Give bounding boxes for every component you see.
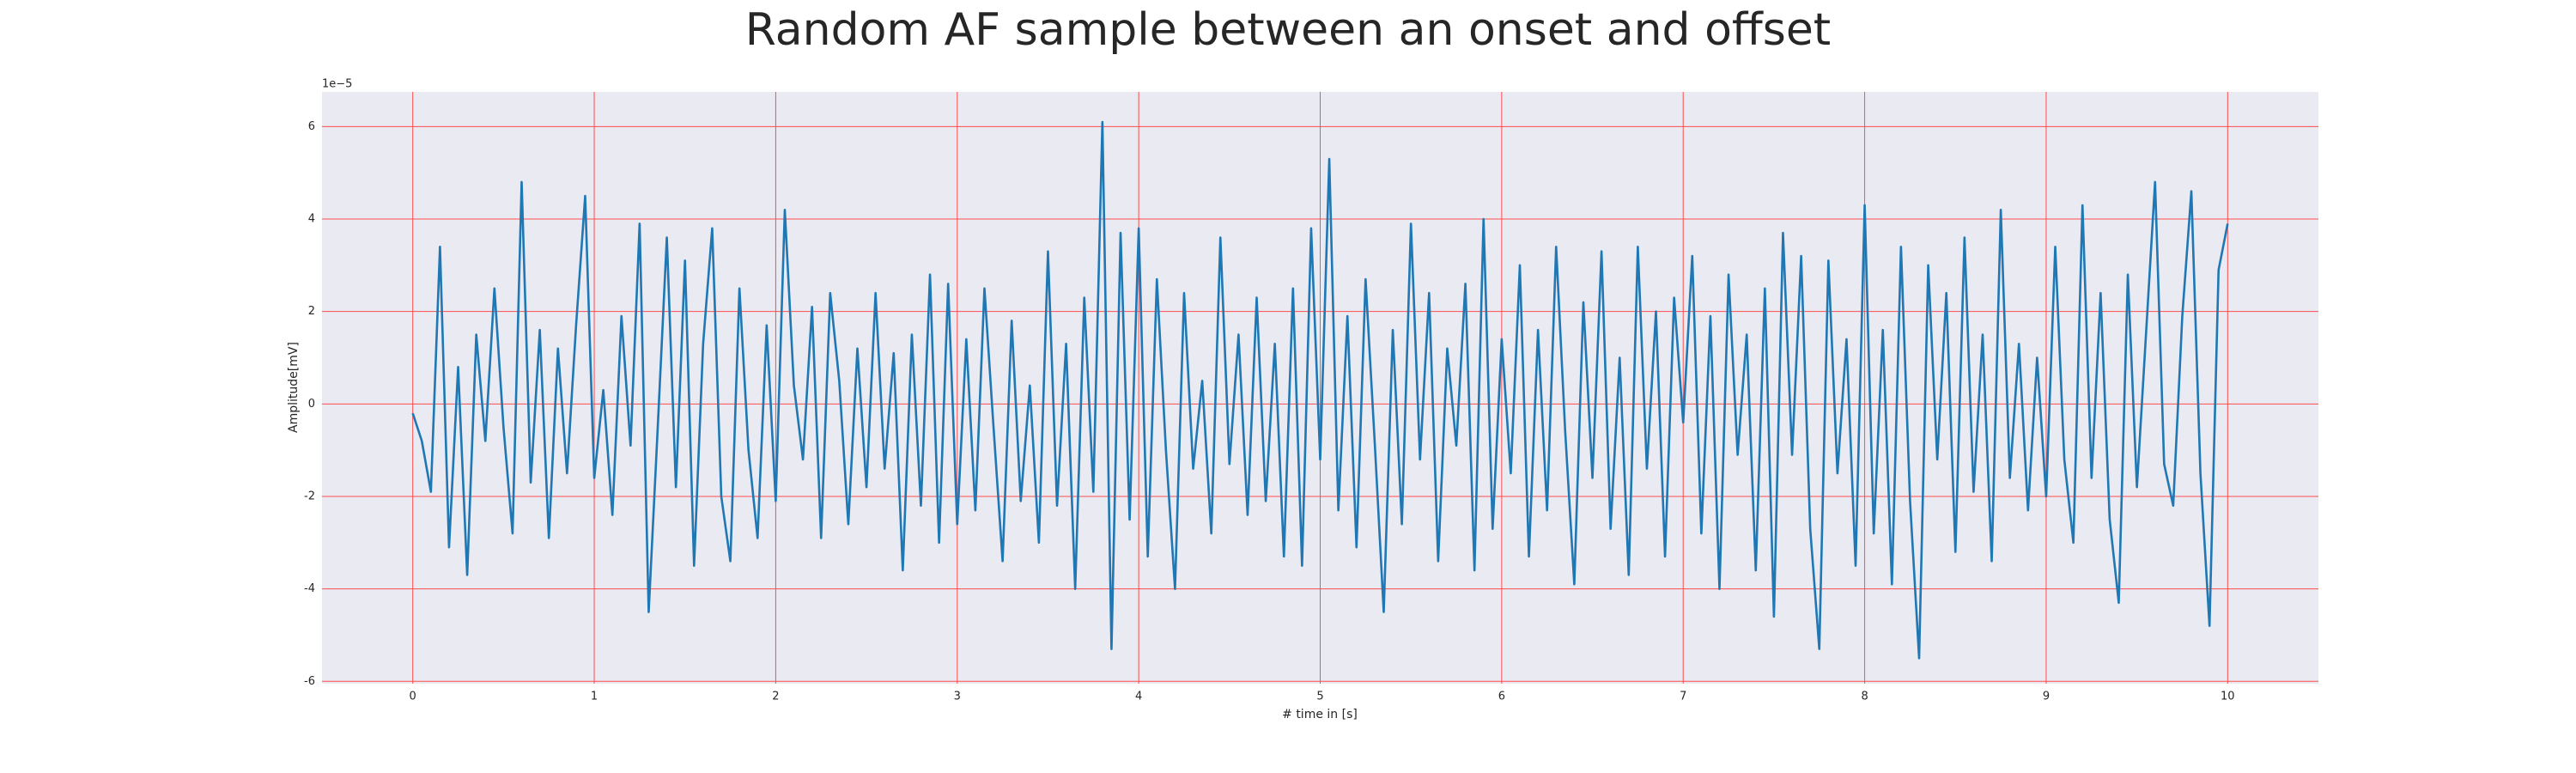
y-offset-label: 1e−5 bbox=[322, 78, 352, 91]
signal-line bbox=[411, 120, 2229, 660]
y-tick-label: -4 bbox=[304, 582, 315, 595]
x-tick-label: 5 bbox=[1316, 691, 1323, 703]
x-tick-label: 0 bbox=[410, 691, 416, 703]
x-axis-label: # time in [s] bbox=[1282, 708, 1358, 721]
y-axis-label: Amplitude[mV] bbox=[287, 342, 301, 433]
x-tick-label: 8 bbox=[1861, 691, 1868, 703]
y-tick-label: -6 bbox=[304, 675, 315, 688]
chart-title: Random AF sample between an onset and of… bbox=[745, 4, 1831, 56]
x-tick-label: 1 bbox=[591, 691, 598, 703]
x-tick-label: 4 bbox=[1135, 691, 1142, 703]
y-tick-label: 6 bbox=[308, 120, 315, 133]
x-tick-label: 6 bbox=[1498, 691, 1505, 703]
x-tick-label: 2 bbox=[772, 691, 779, 703]
x-tick-label: 9 bbox=[2043, 691, 2050, 703]
y-tick-label: -2 bbox=[304, 490, 315, 502]
y-tick-label: 4 bbox=[308, 213, 315, 226]
y-tick-label: 2 bbox=[308, 305, 315, 318]
x-tick-label: 10 bbox=[2221, 691, 2235, 703]
x-tick-label: 3 bbox=[954, 691, 961, 703]
y-tick-label: 0 bbox=[308, 398, 315, 411]
x-tick-label: 7 bbox=[1680, 691, 1686, 703]
